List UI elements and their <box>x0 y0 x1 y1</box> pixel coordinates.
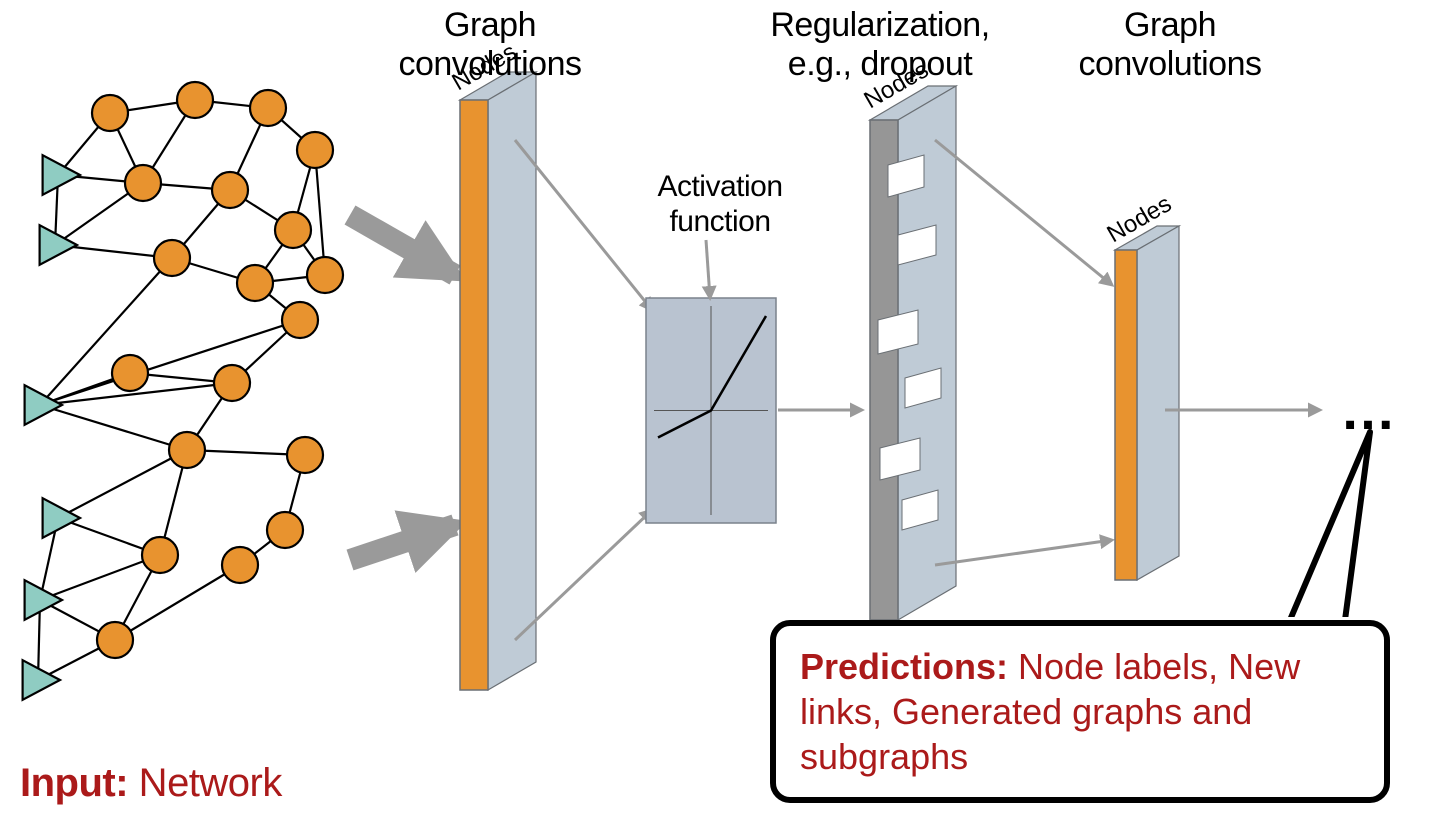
slab-conv2 <box>1115 226 1179 580</box>
network-node-triangle <box>43 155 80 195</box>
network-node-circle <box>154 240 190 276</box>
label-input: Input: Network <box>20 760 440 806</box>
flow-arrow-thick <box>350 215 455 275</box>
network-node-circle <box>142 537 178 573</box>
label-input-rest: Network <box>128 761 282 805</box>
input-network <box>23 82 343 700</box>
label-activation: Activationfunction <box>620 170 820 239</box>
flow-arrow <box>935 140 1112 285</box>
flow-arrow-thick <box>350 525 455 560</box>
network-node-circle <box>307 257 343 293</box>
network-node-circle <box>267 512 303 548</box>
network-node-triangle <box>43 498 80 538</box>
predictions-bold: Predictions: <box>800 646 1008 687</box>
network-node-circle <box>212 172 248 208</box>
network-node-circle <box>177 82 213 118</box>
label-graph-conv-2: Graphconvolutions <box>1050 6 1290 84</box>
network-node-circle <box>214 365 250 401</box>
network-node-circle <box>125 165 161 201</box>
flow-arrow <box>935 540 1112 565</box>
slab-dropout <box>870 86 956 620</box>
activation-box <box>646 298 776 523</box>
label-input-bold: Input: <box>20 761 128 805</box>
network-node-triangle <box>23 660 60 700</box>
network-node-circle <box>250 90 286 126</box>
network-node-circle <box>92 95 128 131</box>
slab-conv1 <box>460 72 536 690</box>
network-node-triangle <box>25 385 62 425</box>
network-node-triangle <box>40 225 77 265</box>
network-node-circle <box>169 432 205 468</box>
network-node-circle <box>237 265 273 301</box>
network-node-circle <box>287 437 323 473</box>
label-regularization: Regularization,e.g., dropout <box>740 6 1020 84</box>
network-node-circle <box>297 132 333 168</box>
network-node-circle <box>275 212 311 248</box>
callout-tail <box>1290 432 1370 620</box>
network-node-circle <box>97 622 133 658</box>
label-graph-conv-1: Graphconvolutions <box>370 6 610 84</box>
predictions-callout: Predictions: Node labels, New links, Gen… <box>770 620 1390 803</box>
network-node-circle <box>282 302 318 338</box>
network-node-circle <box>112 355 148 391</box>
flow-arrow <box>706 240 710 298</box>
ellipsis: … <box>1340 378 1396 442</box>
network-node-circle <box>222 547 258 583</box>
